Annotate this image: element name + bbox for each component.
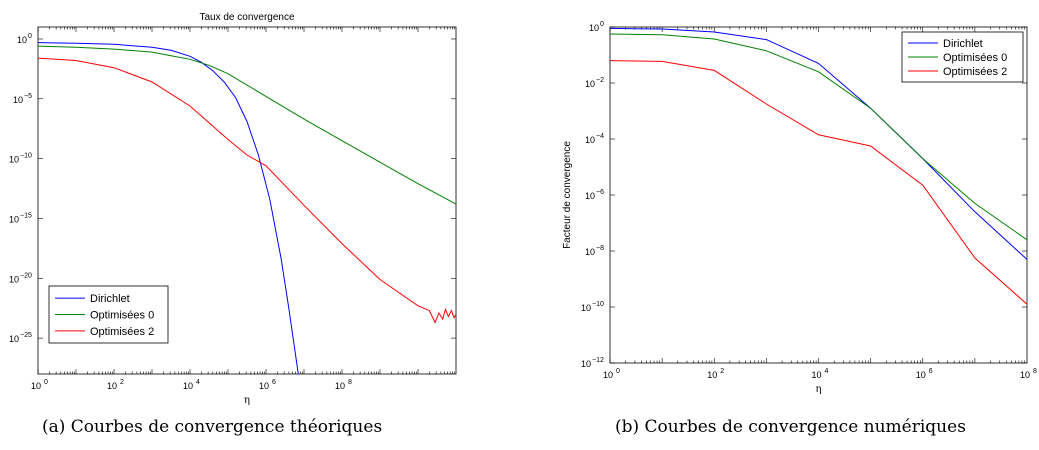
- legend-entry: Optimisées 0: [943, 52, 1007, 64]
- x-tick-exponent: 8: [1033, 368, 1037, 375]
- x-tick-label: 10: [259, 381, 269, 391]
- chart-title: Taux de convergence: [199, 12, 295, 23]
- caption-b: (b) Courbes de convergence numériques: [615, 417, 966, 437]
- y-tick-label: 10: [9, 274, 19, 284]
- x-tick-label: 10: [707, 370, 717, 380]
- y-tick-label: 10: [17, 35, 27, 45]
- y-tick-exponent: −25: [20, 332, 32, 339]
- series-line-dirichlet: [38, 42, 299, 374]
- legend: Dirichlet Optimisées 0 Optimisées 2: [901, 31, 1024, 83]
- x-axis-label: η: [244, 395, 250, 406]
- x-axis-label: η: [816, 384, 822, 395]
- x-tick-exponent: 2: [720, 368, 724, 375]
- y-tick-exponent: −10: [592, 301, 604, 308]
- x-tick-exponent: 4: [196, 379, 200, 386]
- y-tick-exponent: 0: [600, 21, 604, 28]
- series-line-optimis-es-0: [38, 45, 456, 205]
- y-tick-label: 10: [585, 135, 595, 145]
- plot-frame: [37, 26, 457, 375]
- legend-entry: Optimisées 2: [90, 326, 154, 338]
- x-tick-exponent: 4: [825, 368, 829, 375]
- legend-entry: Dirichlet: [90, 293, 130, 305]
- y-tick-exponent: −20: [20, 272, 32, 279]
- y-tick-label: 10: [585, 191, 595, 201]
- x-tick-label: 10: [183, 381, 193, 391]
- x-tick-exponent: 0: [44, 379, 48, 386]
- x-tick-exponent: 2: [120, 379, 124, 386]
- legend-entry: Optimisées 0: [90, 310, 154, 322]
- y-tick-label: 10: [9, 214, 19, 224]
- series-line-optimis-es-2: [38, 57, 456, 324]
- x-tick-exponent: 0: [616, 368, 620, 375]
- y-tick-label: 10: [581, 359, 591, 369]
- y-tick-label: 10: [13, 95, 23, 105]
- y-tick-label: 10: [9, 334, 19, 344]
- y-tick-exponent: −15: [20, 212, 32, 219]
- legend-entry: Optimisées 2: [943, 66, 1007, 78]
- y-tick-exponent: −8: [596, 245, 604, 252]
- y-tick-label: 10: [9, 155, 19, 165]
- x-tick-label: 10: [1020, 370, 1030, 380]
- y-tick-exponent: −5: [24, 93, 32, 100]
- y-tick-label: 10: [581, 303, 591, 313]
- x-tick-label: 10: [335, 381, 345, 391]
- y-tick-exponent: −6: [596, 189, 604, 196]
- chart-b: 10 0 10 2 10 4 10 6 10 810 010 −210 −410 −610 −810 −101…: [562, 21, 1037, 395]
- y-tick-exponent: −12: [592, 357, 604, 364]
- y-tick-exponent: 0: [28, 33, 32, 40]
- x-tick-exponent: 8: [348, 379, 352, 386]
- x-tick-label: 10: [31, 381, 41, 391]
- series-line-optimis-es-2: [610, 60, 1027, 305]
- y-tick-label: 10: [589, 23, 599, 33]
- series-line-optimis-es-0: [610, 33, 1027, 241]
- y-axis-label: Facteur de convergence: [562, 141, 573, 249]
- y-tick-exponent: −4: [596, 133, 604, 140]
- y-tick-exponent: −10: [20, 153, 32, 160]
- caption-a: (a) Courbes de convergence théoriques: [42, 417, 382, 437]
- y-tick-label: 10: [585, 79, 595, 89]
- legend: Dirichlet Optimisées 0 Optimisées 2: [48, 285, 169, 344]
- x-tick-exponent: 6: [929, 368, 933, 375]
- y-tick-label: 10: [585, 247, 595, 257]
- series-line-dirichlet: [610, 27, 1027, 260]
- x-tick-label: 10: [811, 370, 821, 380]
- x-tick-exponent: 6: [272, 379, 276, 386]
- legend-entry: Dirichlet: [943, 38, 983, 50]
- x-tick-label: 10: [107, 381, 117, 391]
- x-tick-label: 10: [603, 370, 613, 380]
- x-tick-label: 10: [916, 370, 926, 380]
- y-tick-exponent: −2: [596, 77, 604, 84]
